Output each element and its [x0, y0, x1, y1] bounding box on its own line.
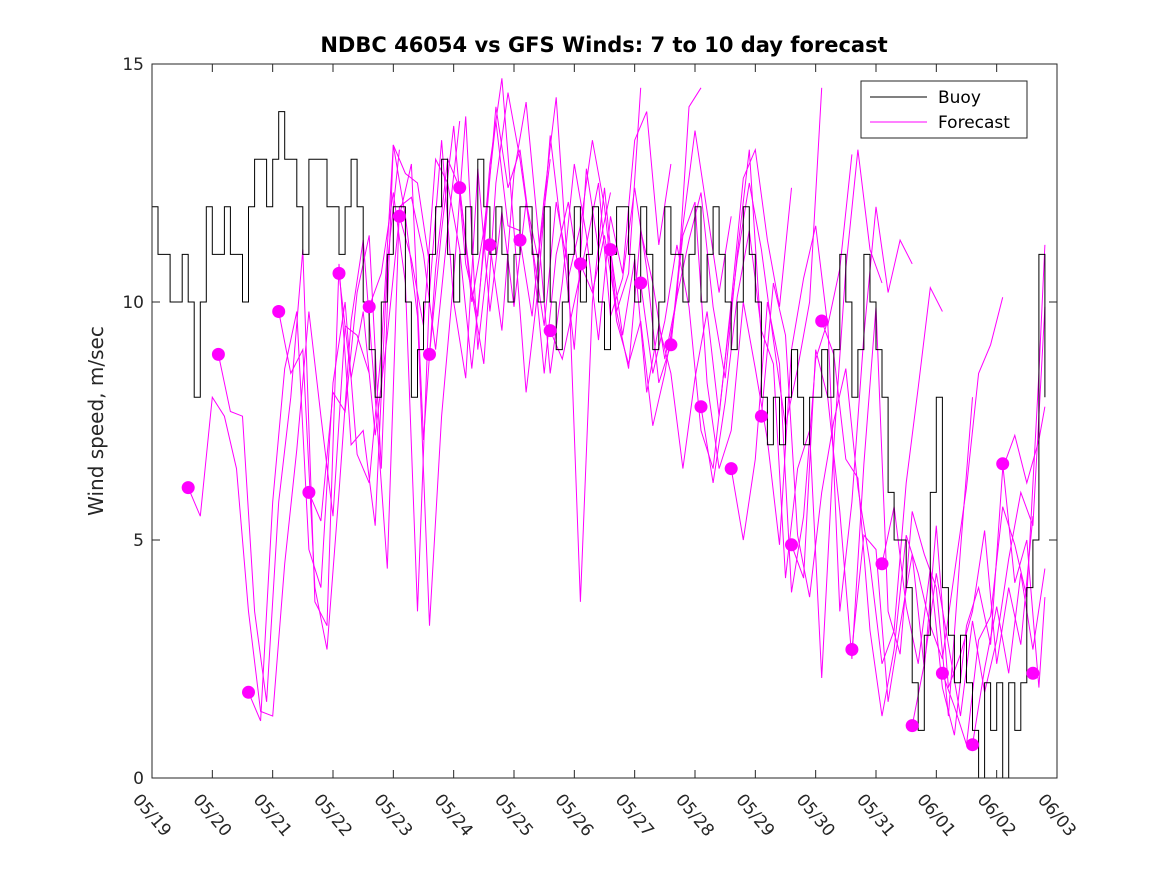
forecast-trace-3	[248, 144, 430, 722]
forecast-point	[332, 266, 346, 280]
forecast-point	[211, 347, 225, 361]
forecast-trace-28	[1002, 463, 1046, 688]
forecast-point	[513, 233, 527, 247]
y-tick-label: 0	[133, 769, 144, 789]
forecast-point	[543, 324, 557, 338]
forecast-point	[634, 276, 648, 290]
legend-box	[860, 80, 1028, 139]
forecast-point	[966, 738, 979, 752]
buoy-series-line	[152, 111, 1046, 778]
forecast-point	[664, 338, 678, 352]
forecast-trace-20	[760, 282, 943, 664]
forecast-point	[362, 300, 376, 314]
legend: Buoy Forecast	[860, 80, 1028, 139]
forecast-trace-26	[941, 244, 1046, 745]
y-axis-label: Wind speed, m/sec	[84, 326, 108, 516]
forecast-point	[694, 400, 708, 414]
forecast-point	[302, 485, 316, 499]
forecast-point	[815, 314, 829, 328]
forecast-point	[845, 643, 859, 656]
legend-label-buoy: Buoy	[938, 88, 981, 108]
y-tick-label: 5	[133, 531, 144, 551]
forecast-trace-25	[911, 306, 1046, 726]
forecast-point	[573, 257, 587, 271]
y-tick-label: 15	[122, 55, 144, 75]
forecast-point	[875, 557, 889, 571]
forecast-point	[181, 481, 195, 495]
y-tick-label: 10	[122, 293, 144, 313]
forecast-point	[1026, 666, 1040, 680]
forecast-point	[785, 538, 798, 552]
plot-area	[152, 78, 1046, 778]
forecast-point	[604, 243, 617, 257]
forecast-trace-11	[489, 102, 672, 374]
forecast-point	[453, 181, 467, 195]
legend-label-forecast: Forecast	[938, 113, 1010, 133]
forecast-point	[423, 347, 436, 361]
forecast-point	[935, 666, 949, 680]
forecast-trace-27	[972, 568, 1046, 745]
axes-frame	[151, 63, 1058, 779]
forecast-point	[483, 238, 497, 252]
forecast-point	[996, 457, 1010, 471]
forecast-trace-1	[187, 311, 370, 717]
forecast-point	[754, 409, 768, 423]
forecast-point	[392, 209, 406, 223]
forecast-trace-8	[398, 106, 581, 374]
forecast-point	[724, 462, 738, 476]
forecast-point	[905, 719, 919, 733]
forecast-trace-24	[881, 406, 1046, 736]
forecast-point	[272, 305, 286, 318]
forecast-trace-15	[610, 147, 792, 469]
chart-title: NDBC 46054 vs GFS Winds: 7 to 10 day for…	[320, 33, 887, 57]
forecast-point	[242, 685, 255, 699]
